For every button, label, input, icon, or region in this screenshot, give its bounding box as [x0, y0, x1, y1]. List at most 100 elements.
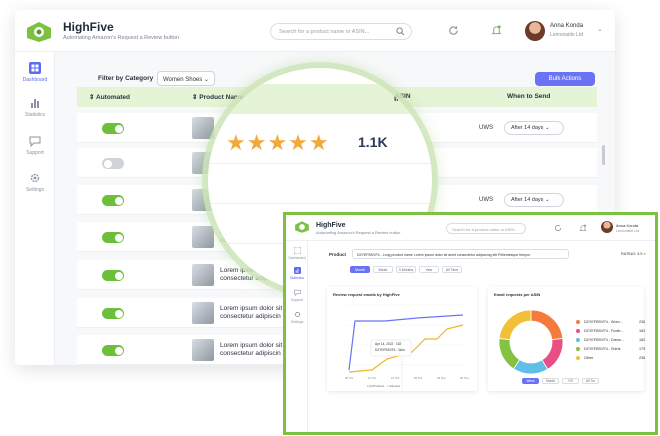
statistics-inset: HighFive Automating Amazon's Request a R… [283, 212, 658, 435]
pie-legend-name: DZYEFBSVF4 - Wom... [584, 320, 623, 324]
donut-slice[interactable] [498, 309, 532, 341]
product-thumbnail [192, 264, 214, 286]
refresh-icon[interactable] [448, 25, 459, 36]
when-to-send-value: After 14 days [511, 197, 544, 203]
x-tick-label: 21 Oct [391, 376, 400, 380]
product-label: Product [329, 252, 347, 257]
donut-slice[interactable] [498, 338, 521, 370]
sidebar-item-dashboard[interactable]: Dashboard [15, 62, 55, 83]
when-to-send-select[interactable]: After 14 days ⌄ [504, 121, 564, 135]
search-icon[interactable] [396, 27, 405, 36]
bell-icon[interactable] [579, 224, 587, 232]
refresh-icon[interactable] [554, 224, 562, 232]
pie-legend-item: DZYEFBSVF4 - Shirts 179 [576, 347, 645, 352]
product-thumbnail [192, 226, 214, 248]
inset-nav-label: Support [290, 298, 304, 302]
tab-week[interactable]: Week [373, 266, 393, 273]
legend-dot-icon [576, 329, 580, 334]
rating-count: 1.1K [358, 134, 388, 150]
inset-tagline: Automating Amazon's Request a Review but… [316, 230, 401, 235]
pie-legend-count: 183 [639, 329, 646, 333]
pie-legend-item: DZYEFBSVF4 - Dress... 182 [576, 338, 645, 343]
automation-toggle[interactable] [102, 123, 124, 134]
inset-nav-label: Settings [290, 320, 304, 324]
tab-all-time[interactable]: All Time [442, 266, 462, 273]
search-input[interactable]: Search for a product name or ASIN... [270, 23, 412, 40]
bar-chart-icon [293, 267, 301, 274]
tab-3-months[interactable]: 3 Months [396, 266, 416, 273]
pie-tab-week[interactable]: Week [522, 378, 539, 384]
inset-sidebar-statistics[interactable]: Statistics [286, 267, 308, 280]
pie-legend-name: Other [584, 356, 594, 360]
avatar[interactable] [601, 221, 613, 233]
product-name-line2: consectetur adipiscin [220, 350, 281, 357]
category-value: Women Shoes [163, 77, 203, 83]
rating-stars: ★★★★★ [226, 130, 330, 155]
chevron-down-icon[interactable]: ⌄ [597, 26, 603, 33]
pie-chart-title: Email requests per ASIN [494, 292, 541, 297]
col-when: When to Send [507, 93, 551, 100]
automation-toggle[interactable] [102, 232, 124, 243]
scrollbar[interactable] [602, 145, 605, 165]
pie-tab-ys[interactable]: Y/S [562, 378, 579, 384]
rating-readout: RATING: 4.5 ● [621, 252, 646, 256]
product-thumbnail [192, 302, 214, 324]
dashboard-icon [293, 247, 301, 254]
pie-legend-item: DZYEFBSVF4 - Wom... 236 [576, 320, 645, 325]
chat-bubble-icon [293, 289, 301, 296]
gear-icon [294, 312, 300, 317]
when-to-send-select[interactable]: After 14 days ⌄ [504, 193, 564, 207]
pie-chart-card: Email requests per ASIN DZYEFBSVF4 - Wom… [488, 287, 646, 391]
pie-legend-name: DZYEFBSVF4 - Dress... [584, 338, 624, 342]
sidebar-item-label: Dashboard [22, 77, 48, 83]
sidebar-item-support[interactable]: Support [15, 135, 55, 156]
automation-toggle[interactable] [102, 308, 124, 319]
donut-slice[interactable] [513, 359, 549, 375]
product-name-line1: Lorem ipsum dolor sit [220, 342, 283, 349]
automation-toggle[interactable] [102, 158, 124, 169]
line-chart-title: Review request emails by HighFive [333, 292, 400, 297]
automation-toggle[interactable] [102, 345, 124, 356]
tab-month[interactable]: Month [350, 266, 370, 273]
product-name-line1: Lorem ipsum dolor sit [220, 267, 283, 274]
avatar[interactable] [525, 21, 545, 41]
pie-legend-count: 179 [639, 347, 646, 351]
pie-tab-month[interactable]: Month [542, 378, 559, 384]
automation-toggle[interactable] [102, 195, 124, 206]
tab-year[interactable]: Year [419, 266, 439, 273]
bell-icon[interactable] [491, 24, 502, 36]
highfive-logo-icon [27, 22, 51, 42]
asin-cell: UWS [479, 125, 493, 131]
inset-sidebar-support[interactable]: Support [286, 289, 308, 302]
asin-cell: UWS [479, 197, 493, 203]
bulk-actions-button[interactable]: Bulk Actions [535, 72, 595, 86]
x-tick-label: 06 Oct [345, 376, 354, 380]
automation-toggle[interactable] [102, 270, 124, 281]
legend-dot-icon [576, 338, 580, 343]
product-select[interactable]: DZYEFBSVF4 - Long product name Lorem ips… [352, 249, 569, 259]
col-automated[interactable]: ⇕ Automated [89, 94, 130, 101]
inset-brand: HighFive [316, 222, 346, 229]
donut-slice[interactable] [530, 309, 564, 341]
legend-dot-icon: ● [367, 384, 369, 388]
inset-sidebar-settings[interactable]: Settings [286, 311, 308, 324]
x-tick-label: 29 Nov [437, 376, 446, 380]
pie-tab-all-time[interactable]: All Tm [582, 378, 599, 384]
category-select[interactable]: Women Shoes ⌄ [157, 71, 215, 86]
row-divider [208, 163, 432, 164]
sidebar-item-settings[interactable]: Settings [15, 172, 55, 193]
row-divider [208, 203, 432, 204]
bar-chart-icon [31, 99, 39, 108]
pie-legend-count: 182 [639, 338, 646, 342]
sidebar-item-statistics[interactable]: Statistics [15, 97, 55, 118]
inset-search-input[interactable]: Search for a product name or ASIN... [446, 223, 526, 234]
inset-top-bar: HighFive Automating Amazon's Request a R… [286, 215, 655, 241]
sidebar-item-label: Support [26, 150, 44, 156]
pie-legend-name: DZYEFBSVF4 - Shirts [584, 347, 621, 351]
inset-nav-label: Dashboard [288, 256, 306, 260]
inset-sidebar-dashboard[interactable]: Dashboard [286, 247, 308, 260]
product-name-line2: consectetur adipiscin [220, 313, 281, 320]
